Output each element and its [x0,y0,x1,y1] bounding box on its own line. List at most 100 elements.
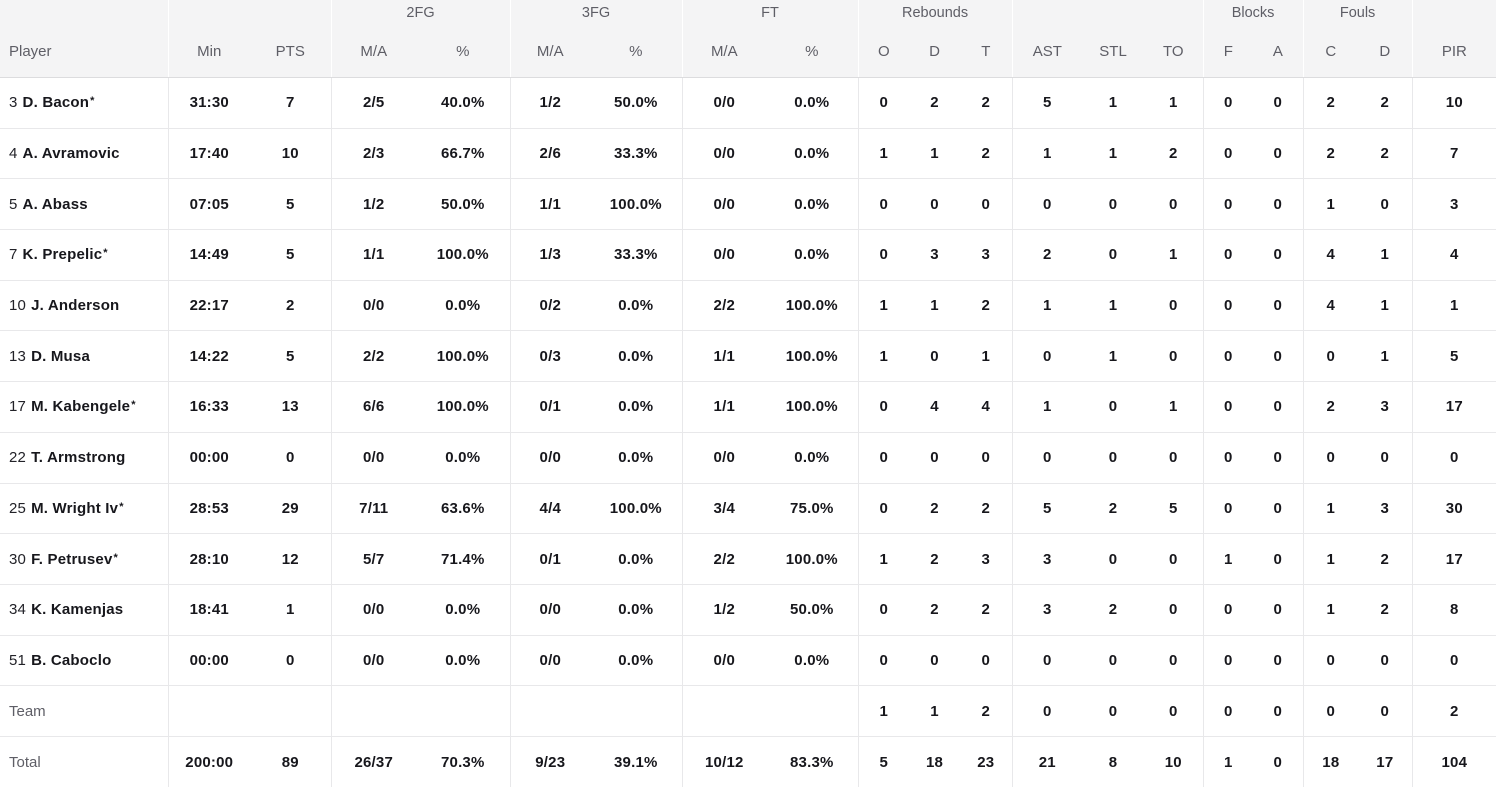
player-name: A. Avramovic [22,145,120,163]
stat-cell-d: 1 [1358,279,1413,331]
stat-cell--: 40.0% [416,77,511,129]
stat-cell--: 0.0% [766,431,859,483]
stat-cell-to: 0 [1144,685,1204,737]
stat-cell--: 71.4% [416,533,511,585]
stat-cell-f: 0 [1203,127,1254,179]
player-row: 22 T. Armstrong 00:00 0 0/0 0.0% 0/0 0.0% 0/0 0.0… [0,431,1496,483]
jersey-number: 13 [9,347,27,365]
stat-cell--: 100.0% [766,279,859,331]
stat-cell-m-a: 0/0 [682,127,767,179]
player-name: J. Anderson [31,297,120,315]
stat-cell-d: 0 [909,330,961,382]
column-header--: % [590,26,683,78]
column-header-pir: PIR [1412,26,1496,78]
player-row: 30 F. Petrusev* 28:10 12 5/7 71.4% 0/1 0.0% 2/2 1… [0,533,1496,585]
stat-cell-ast: 1 [1012,381,1083,433]
stat-cell--: 50.0% [416,178,511,230]
stat-cell-d: 1 [909,279,961,331]
stat-cell-d: 0 [909,431,961,483]
stat-cell-m-a: 1/2 [331,178,416,230]
stat-cell--: 100.0% [766,381,859,433]
stat-cell--: 0.0% [766,127,859,179]
stat-cell-m-a: 0/0 [682,431,767,483]
stat-cell-m-a: 7/11 [331,482,416,534]
stat-cell-m-a: 0/0 [510,583,591,636]
stat-cell-f: 0 [1203,381,1254,433]
player-row: 5 A. Abass 07:05 5 1/2 50.0% 1/1 100.0% 0/0 0.0% 0… [0,178,1496,230]
jersey-number: 25 [9,499,27,517]
stat-cell-d: 1 [1358,229,1413,281]
player-name: D. Bacon [22,94,90,112]
stat-cell-pir: 0 [1412,431,1496,483]
stat-cell-m-a: 0/3 [510,330,591,382]
player-row: 3 D. Bacon* 31:30 7 2/5 40.0% 1/2 50.0% 0/0 0.0% 0… [0,77,1496,129]
stat-cell-t: 0 [960,431,1013,483]
stat-cell-stl: 0 [1082,229,1145,281]
jersey-number: 34 [9,601,27,619]
stat-cell-c: 0 [1303,330,1359,382]
stat-cell-stl: 1 [1082,127,1145,179]
group-header-2fg: 2FG [331,0,511,26]
stat-cell-t: 2 [960,77,1013,129]
stat-cell--: 66.7% [416,127,511,179]
stat-cell-stl: 0 [1082,533,1145,585]
stat-cell-m-a: 2/2 [331,330,416,382]
stat-cell-t: 1 [960,330,1013,382]
stat-cell-d: 0 [1358,178,1413,230]
stat-cell-pir: 1 [1412,279,1496,331]
column-header-m-a: M/A [331,26,416,78]
stat-cell-m-a: 1/1 [682,330,767,382]
player-name: K. Prepelic [22,246,103,264]
column-header--: % [766,26,859,78]
stat-cell-t: 3 [960,229,1013,281]
stat-cell-m-a: 1/1 [682,381,767,433]
stat-cell--: 33.3% [590,127,683,179]
stat-cell-f: 0 [1203,279,1254,331]
stat-cell-f: 0 [1203,583,1254,636]
stat-cell-a: 0 [1253,381,1304,433]
stat-cell-f: 0 [1203,229,1254,281]
stat-cell-pts: 89 [250,735,332,788]
stat-cell-a: 0 [1253,685,1304,737]
player-row: 17 M. Kabengele* 16:33 13 6/6 100.0% 0/1 0.0% 1/… [0,381,1496,433]
stat-cell-c: 2 [1303,127,1359,179]
stat-cell-ast: 5 [1012,77,1083,129]
stat-cell-pts: 29 [250,482,332,534]
stat-cell-ast: 0 [1012,431,1083,483]
stat-cell-min: 14:22 [168,330,250,382]
stat-cell-to: 0 [1144,634,1204,686]
stat-cell-pir: 10 [1412,77,1496,129]
column-header-t: T [960,26,1013,78]
stat-cell-min: 22:17 [168,279,250,331]
stat-cell-m-a: 0/0 [331,583,416,636]
stat-cell-pts: 7 [250,77,332,129]
stat-cell-ast: 0 [1012,330,1083,382]
stat-cell-c: 2 [1303,381,1359,433]
stat-cell-f: 1 [1203,533,1254,585]
column-header-a: A [1253,26,1304,78]
stat-cell-t: 0 [960,634,1013,686]
stat-cell-stl: 1 [1082,279,1145,331]
stat-cell-o: 0 [858,431,910,483]
stat-cell--: 100.0% [766,533,859,585]
stat-cell-o: 1 [858,533,910,585]
player-name-cell: 13 D. Musa [0,330,169,382]
stat-cell-pir: 17 [1412,533,1496,585]
stat-cell-d: 18 [909,735,961,788]
jersey-number: 10 [9,297,27,315]
stat-cell-d: 0 [1358,634,1413,686]
stat-cell-o: 0 [858,381,910,433]
group-header-spacer [1412,0,1496,26]
stat-cell-d: 4 [909,381,961,433]
stat-cell-pts: 5 [250,330,332,382]
stat-cell-d: 1 [1358,330,1413,382]
stat-cell--: 100.0% [416,229,511,281]
stat-cell--: 0.0% [766,229,859,281]
stat-cell-pir: 2 [1412,685,1496,737]
group-header-rebounds: Rebounds [858,0,1013,26]
stat-cell--: 75.0% [766,482,859,534]
stat-cell--: 0.0% [590,634,683,686]
stat-cell-f: 0 [1203,330,1254,382]
stat-cell-m-a: 0/2 [510,279,591,331]
